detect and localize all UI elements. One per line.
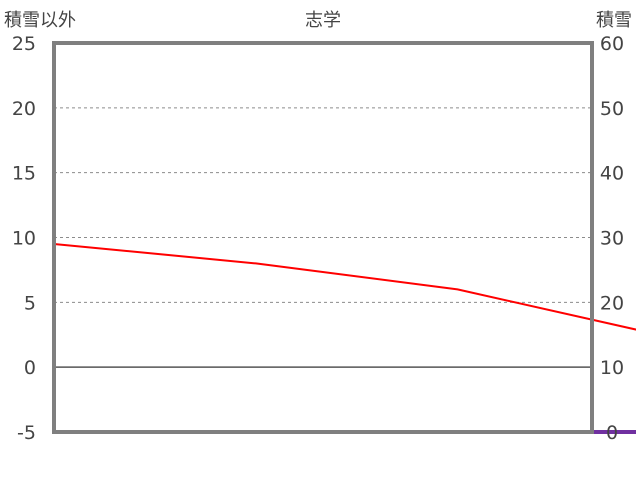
left-tick-label: 0 — [24, 357, 36, 379]
left-axis-ticks: 25 20 15 10 5 0 -5 — [12, 33, 36, 444]
left-tick-label: 25 — [12, 33, 36, 55]
right-tick-label: 40 — [600, 163, 624, 185]
right-axis-label: 積雪 — [596, 10, 632, 31]
right-axis-ticks: 60 50 40 30 20 10 0 — [600, 33, 624, 444]
right-tick-label: 10 — [600, 357, 624, 379]
horizontal-gridlines — [54, 43, 592, 432]
right-tick-label: 20 — [600, 292, 624, 314]
right-tick-label: 60 — [600, 33, 624, 55]
right-tick-label: 50 — [600, 98, 624, 120]
series-line-1 — [54, 238, 636, 433]
left-tick-label: 20 — [12, 98, 36, 120]
left-axis-label: 積雪以外 — [4, 10, 76, 31]
chart-title: 志学 — [305, 10, 341, 31]
right-tick-label: 0 — [606, 422, 618, 444]
right-tick-label: 30 — [600, 228, 624, 250]
left-tick-label: 15 — [12, 163, 36, 185]
left-tick-label: 5 — [24, 292, 36, 314]
left-tick-label: 10 — [12, 228, 36, 250]
series-layer — [54, 188, 636, 432]
left-tick-label: -5 — [17, 422, 36, 444]
series-line-0 — [54, 188, 636, 419]
